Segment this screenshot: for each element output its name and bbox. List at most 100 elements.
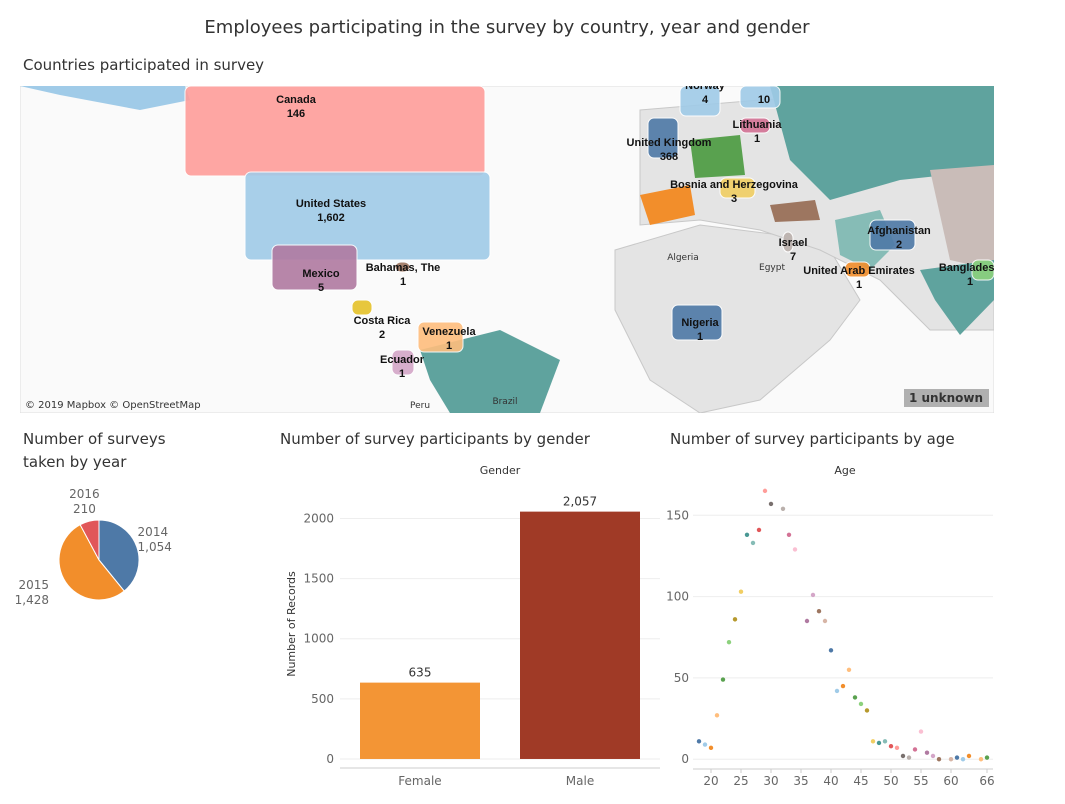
bar-title: Number of survey participants by gender — [280, 430, 591, 448]
point — [930, 753, 936, 759]
map: Algeria Egypt Peru Brazil Canada 146 United St… — [20, 86, 1002, 413]
point — [906, 755, 912, 760]
land-china — [930, 165, 994, 270]
point — [840, 683, 846, 689]
land-germany — [690, 135, 745, 178]
point — [960, 757, 966, 762]
land-france-spain — [640, 185, 695, 225]
y-tick-label: 500 — [311, 692, 334, 706]
dashboard-title: Employees participating in the survey by… — [204, 17, 810, 38]
place-label: Egypt — [759, 263, 785, 273]
point — [696, 739, 702, 744]
country-value: 1 — [697, 331, 703, 343]
x-tick-label: 55 — [913, 774, 928, 788]
country-label: United States — [296, 198, 366, 210]
point — [876, 740, 882, 746]
x-tick-label: 25 — [733, 774, 748, 788]
country-label: Ecuador — [380, 354, 425, 366]
y-tick-label: 150 — [666, 508, 689, 522]
x-tick-label: 60 — [943, 774, 958, 788]
point — [888, 744, 894, 749]
pie-title: Number of surveys taken by year — [23, 430, 166, 471]
country — [844, 261, 871, 278]
country-value: 368 — [660, 151, 678, 163]
country — [782, 231, 794, 253]
point — [870, 739, 876, 744]
country — [417, 321, 464, 353]
bar-value: 635 — [409, 666, 432, 680]
point — [714, 713, 720, 718]
country-value: 5 — [318, 282, 324, 294]
point — [720, 677, 726, 682]
point — [954, 755, 960, 760]
country-value: 1 — [754, 133, 760, 145]
pie-label: 2014 — [138, 525, 169, 539]
country-label: United Kingdom — [627, 137, 712, 149]
country-label: Costa Rica — [354, 315, 412, 327]
point — [936, 757, 942, 762]
country-label: Bangladesh — [939, 262, 1002, 274]
country-label: Afghanistan — [867, 225, 931, 237]
point — [804, 618, 810, 624]
point — [750, 540, 756, 546]
country-value: 1 — [446, 340, 452, 352]
country-value: 1 — [399, 368, 405, 380]
map-title: Countries participated in survey — [23, 56, 264, 74]
country-value: 1 — [400, 276, 406, 288]
pie-slice — [98, 519, 140, 592]
pie-slice — [79, 519, 100, 561]
bar — [520, 511, 640, 759]
y-axis-title: Number of Records — [285, 571, 298, 677]
country — [971, 259, 994, 281]
country-value: 3 — [731, 193, 737, 205]
point — [792, 547, 798, 552]
point — [852, 695, 858, 700]
y-tick-label: 1000 — [303, 632, 334, 646]
bar — [360, 682, 480, 759]
point — [912, 747, 918, 752]
point — [732, 617, 738, 622]
point — [726, 639, 732, 645]
point — [744, 532, 750, 537]
country-value: 7 — [790, 251, 796, 263]
country — [391, 349, 415, 376]
point — [948, 757, 954, 762]
attribution: © 2019 Mapbox © OpenStreetMap — [25, 400, 201, 411]
place-label: Brazil — [492, 397, 517, 407]
country-label: Bosnia and Herzegovina — [670, 179, 799, 191]
country-value: 2 — [379, 329, 385, 341]
point — [834, 688, 840, 694]
unknown-badge: 1 unknown — [909, 391, 983, 405]
scatter-title: Number of survey participants by age — [670, 430, 955, 448]
x-tick-label: 30 — [763, 774, 778, 788]
bar-header: Gender — [480, 464, 521, 477]
country — [671, 304, 723, 341]
country-value: 1 — [967, 276, 973, 288]
point — [984, 755, 990, 760]
point — [858, 701, 864, 707]
country — [394, 261, 411, 273]
country — [244, 171, 491, 261]
point — [900, 753, 906, 759]
land-africa — [614, 224, 861, 413]
point — [780, 506, 786, 511]
place-label: Algeria — [667, 253, 699, 263]
x-tick-label: 40 — [823, 774, 838, 788]
point — [918, 729, 924, 734]
country-value: 10 — [758, 94, 770, 106]
point — [882, 739, 888, 744]
country-label: Nigeria — [681, 317, 719, 329]
point — [762, 488, 768, 494]
pie-value: 1,054 — [138, 540, 172, 554]
unknown-badge-bg — [904, 389, 989, 407]
land-turkey — [770, 200, 820, 222]
country-label: United Arab Emirates — [803, 265, 914, 277]
y-tick-label: 1500 — [303, 572, 334, 586]
point — [702, 742, 708, 747]
bar-value: 2,057 — [563, 495, 597, 509]
point — [810, 592, 816, 598]
y-tick-label: 2000 — [303, 511, 334, 525]
x-tick-label: 20 — [703, 774, 718, 788]
